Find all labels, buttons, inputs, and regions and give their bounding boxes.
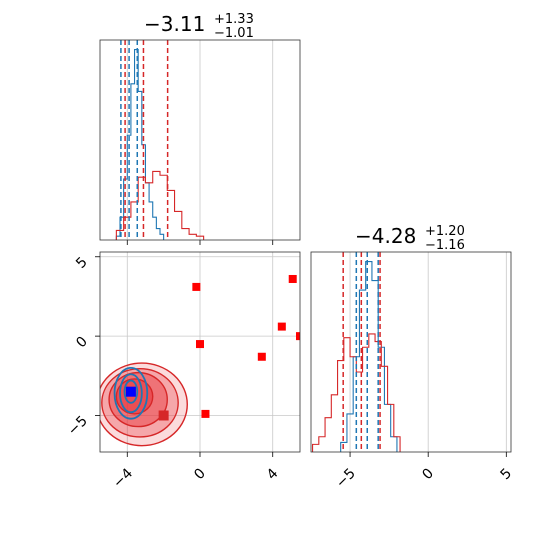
p2-red-point-1 (196, 340, 204, 349)
p2-blue-point (125, 386, 136, 397)
p2-ytick-label-2: 5 (73, 254, 91, 272)
p2-red-point-3 (288, 274, 297, 283)
p3-frame (310, 251, 512, 453)
p1-title-minus: −1.01 (214, 26, 254, 41)
p2-red-center-marker (158, 410, 169, 421)
p2-ytick-label-0: −5 (65, 413, 91, 439)
hist-param1-panel: −3.11 +1.33−1.01 (99, 12, 301, 245)
p3-xtick-label-2: 5 (498, 466, 516, 484)
p2-xtick-label-2: 4 (264, 465, 282, 483)
p1-title: −3.11 (144, 12, 205, 36)
p2-blue-contour-0 (113, 366, 149, 420)
p2-red-point-2 (277, 322, 286, 331)
p1-frame (99, 39, 301, 241)
p1-hist-series-0 (115, 48, 165, 240)
p2-xtick-label-0: −4 (110, 465, 136, 491)
p2-red-point-4 (257, 352, 266, 361)
p2-red-point-5 (201, 409, 210, 418)
p2-red-point-0 (192, 282, 201, 291)
p2-ytick-label-1: 0 (73, 334, 91, 352)
p3-xtick-label-1: 0 (419, 466, 437, 484)
p3-xtick-label-0: −5 (333, 466, 359, 492)
p3-title: −4.28 (355, 224, 416, 248)
p3-title-plus: +1.20 (425, 224, 465, 239)
p2-blue-contour-1 (119, 373, 143, 414)
p2-xtick-label-1: 0 (191, 466, 209, 484)
p3-title-minus: −1.16 (425, 238, 465, 253)
scatter-param1-param2-panel: −4 0 4 −5 0 5 (65, 251, 301, 491)
p1-hist-series-1 (115, 170, 205, 240)
p1-title-plus: +1.33 (214, 12, 254, 27)
p2-plot-area (100, 252, 300, 452)
p2-red-point-6 (296, 332, 300, 341)
hist-param2-panel: −4.28 +1.20−1.16 −5 0 5 (310, 224, 516, 492)
p2-blue-contour-2 (123, 379, 139, 404)
p3-hist-series-0 (340, 260, 398, 452)
